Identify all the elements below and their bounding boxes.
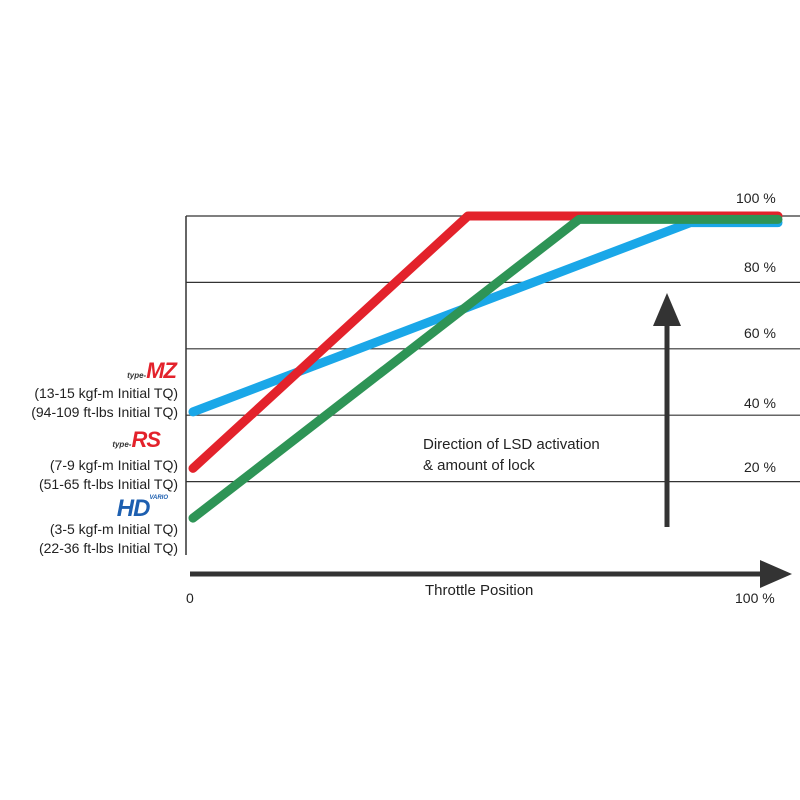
- y-tick-100: 100 %: [736, 190, 776, 206]
- annotation-line2: & amount of lock: [423, 457, 535, 474]
- x-tick-0: 0: [186, 590, 194, 606]
- series-line-type-RS: [188, 211, 783, 473]
- logo-hd: HDVARIO: [116, 495, 168, 522]
- legend-mz-line1: (13-15 kgf-m Initial TQ): [34, 385, 178, 401]
- logo-type-mz: type-MZ: [127, 358, 177, 383]
- y-tick-60: 60 %: [744, 325, 776, 341]
- logo-type-rs: type-RS: [112, 427, 161, 452]
- legend-mz-line2: (94-109 ft-lbs Initial TQ): [31, 404, 178, 420]
- y-tick-80: 80 %: [744, 259, 776, 275]
- legend-rs-line1: (7-9 kgf-m Initial TQ): [49, 457, 178, 473]
- y-tick-40: 40 %: [744, 395, 776, 411]
- lsd-direction-arrowhead: [653, 293, 681, 326]
- legend-rs-line2: (51-65 ft-lbs Initial TQ): [38, 476, 178, 492]
- legend-hd-line1: (3-5 kgf-m Initial TQ): [49, 521, 178, 537]
- x-axis-arrowhead: [760, 560, 792, 588]
- x-axis-label: Throttle Position: [425, 582, 534, 599]
- series-line-HD: [188, 214, 783, 523]
- x-tick-100: 100 %: [735, 590, 775, 606]
- legend-hd-line2: (22-36 ft-lbs Initial TQ): [38, 540, 178, 556]
- annotation-line1: Direction of LSD activation: [423, 436, 600, 453]
- y-tick-20: 20 %: [744, 459, 776, 475]
